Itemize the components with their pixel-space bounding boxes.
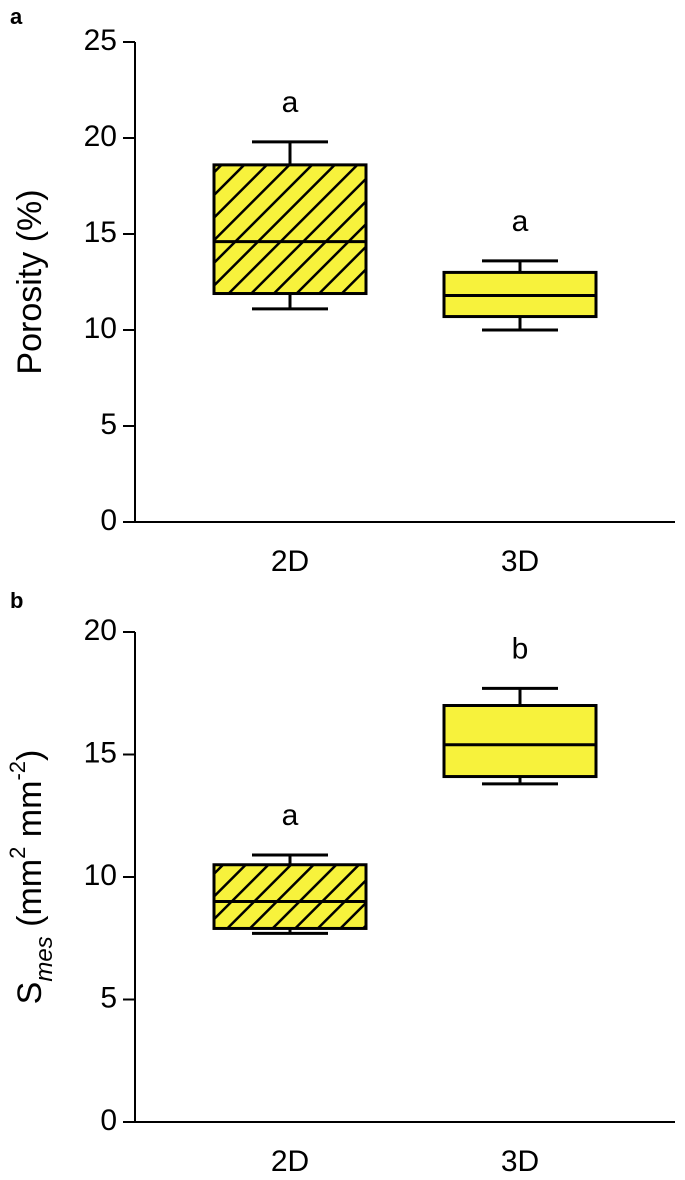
y-label-part: (mm: [11, 859, 49, 936]
y-axis-label: Porosity (%): [11, 189, 49, 374]
x-tick-label: 2D: [271, 1145, 309, 1178]
y-tick-label: 15: [84, 736, 117, 769]
box: [212, 863, 368, 930]
y-label-part: mes: [31, 936, 58, 981]
x-tick-label: 3D: [501, 1145, 539, 1178]
y-label-part: -2: [5, 761, 30, 781]
y-tick-label: 0: [100, 504, 117, 537]
y-tick-label: 20: [84, 614, 117, 647]
y-label-part: mm: [11, 781, 49, 847]
x-tick-label: 2D: [271, 545, 309, 578]
y-axis-label: Smes (mm2 mm-2): [5, 750, 58, 1005]
y-tick-label: 0: [100, 1104, 117, 1137]
significance-letter: a: [282, 86, 299, 119]
y-tick-label: 20: [84, 120, 117, 153]
y-label-part: 2: [5, 847, 30, 859]
significance-letter: a: [512, 205, 529, 238]
significance-letter: b: [512, 632, 529, 665]
y-tick-label: 5: [100, 408, 117, 441]
y-label-part: ): [11, 750, 49, 761]
y-tick-label: 10: [84, 312, 117, 345]
y-tick-label: 25: [84, 24, 117, 57]
y-tick-label: 10: [84, 859, 117, 892]
y-tick-label: 5: [100, 981, 117, 1014]
y-label-part: Porosity (%): [11, 189, 49, 374]
panel-label: a: [10, 4, 23, 29]
box: [442, 704, 598, 779]
significance-letter: a: [282, 799, 299, 832]
y-tick-label: 15: [84, 216, 117, 249]
x-tick-label: 3D: [501, 545, 539, 578]
panel-label: b: [10, 588, 23, 613]
box: [212, 163, 368, 296]
y-label-part: S: [11, 982, 49, 1005]
